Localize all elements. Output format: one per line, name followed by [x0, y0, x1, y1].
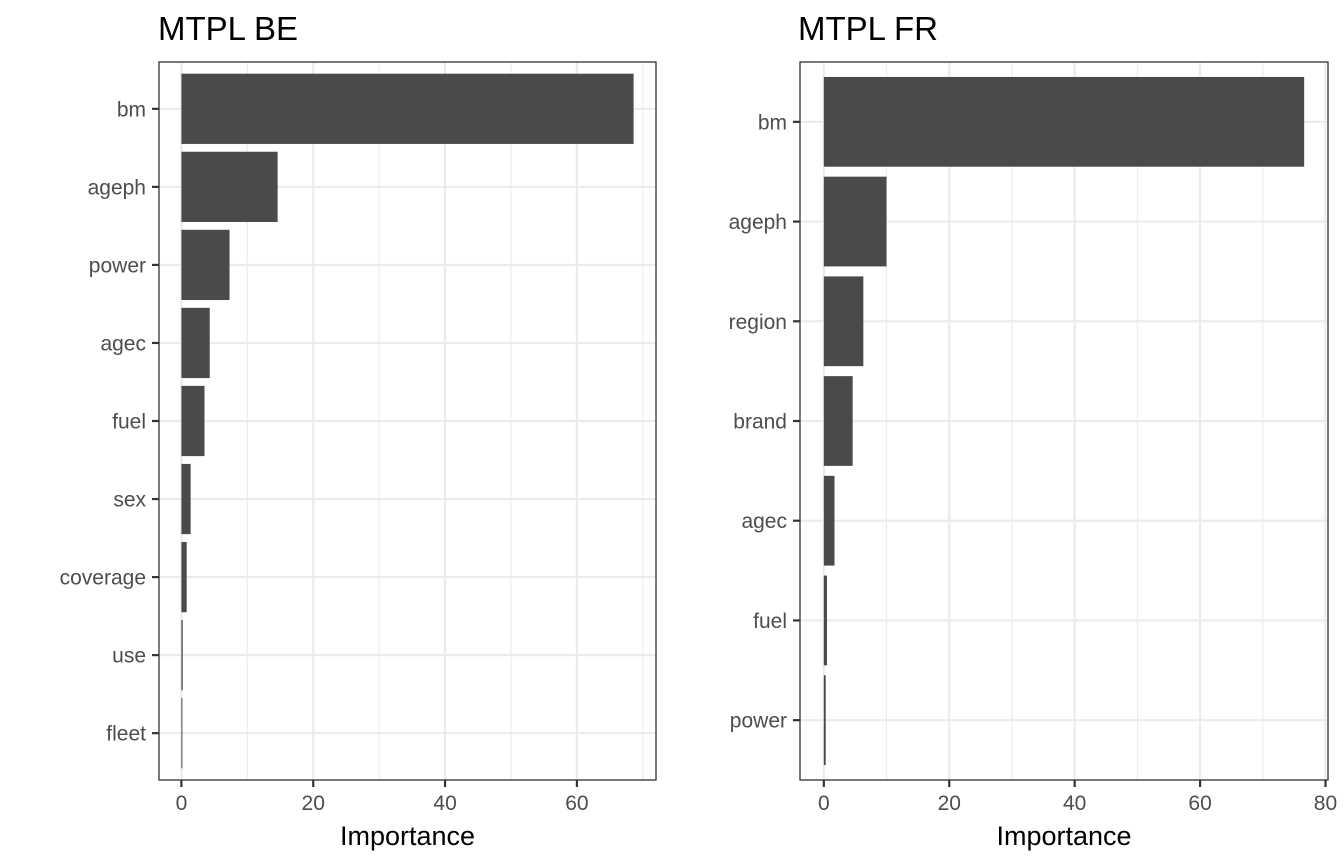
grid-lines — [800, 62, 1328, 780]
y-tick-label: power — [730, 710, 787, 733]
y-tick-label: fuel — [112, 411, 146, 434]
bar-region — [823, 276, 864, 367]
x-tick-label: 60 — [1188, 792, 1211, 815]
bar-coverage — [181, 541, 187, 613]
bar-fuel — [823, 575, 827, 666]
y-tick-label: fleet — [106, 723, 146, 746]
bar-power — [823, 675, 826, 766]
bar-power — [181, 229, 230, 301]
x-tick-label: 40 — [1063, 792, 1086, 815]
bar-agec — [823, 475, 835, 566]
bar-sex — [181, 463, 191, 535]
y-tick-label: brand — [733, 411, 787, 434]
y-tick-label: bm — [117, 98, 146, 121]
bar-use — [181, 620, 183, 691]
bars — [823, 76, 1305, 766]
y-tick-label: coverage — [60, 567, 146, 590]
bar-bm — [823, 76, 1305, 167]
y-tick-label: bm — [758, 111, 787, 134]
x-axis: 0 20 40 60 80 — [818, 780, 1337, 815]
y-tick-label: sex — [113, 489, 146, 512]
x-axis-title: Importance — [340, 821, 475, 851]
bar-agec — [181, 307, 210, 379]
y-tick-label: power — [89, 254, 146, 277]
y-axis: bm ageph region brand agec fuel power — [729, 111, 800, 733]
panel-title: MTPL FR — [798, 10, 938, 47]
x-tick-label: 40 — [433, 792, 456, 815]
panel-mtpl-be: MTPL BE bm ageph power agec fuel sex coverage u… — [60, 10, 657, 851]
y-tick-label: ageph — [729, 211, 787, 234]
x-axis-title: Importance — [996, 821, 1131, 851]
y-tick-label: fuel — [753, 610, 787, 633]
panel-title: MTPL BE — [158, 10, 298, 47]
bar-brand — [823, 376, 853, 466]
bar-fleet — [181, 698, 183, 769]
y-axis: bm ageph power agec fuel sex coverage use fleet — [60, 98, 159, 746]
y-tick-label: agec — [100, 332, 146, 355]
y-tick-label: ageph — [88, 176, 146, 199]
x-tick-label: 0 — [818, 792, 830, 815]
bars — [181, 73, 634, 769]
y-tick-label: agec — [741, 510, 787, 533]
x-tick-label: 20 — [302, 792, 325, 815]
x-tick-label: 60 — [565, 792, 588, 815]
y-tick-label: use — [112, 645, 146, 668]
x-tick-label: 0 — [176, 792, 188, 815]
y-tick-label: region — [729, 311, 787, 334]
bar-ageph — [823, 176, 887, 267]
x-tick-label: 80 — [1314, 792, 1337, 815]
x-tick-label: 20 — [938, 792, 961, 815]
x-axis: 0 20 40 60 — [176, 780, 589, 815]
panel-mtpl-fr: MTPL FR bmagephregionbrandagecfuelpower … — [729, 10, 1338, 851]
bar-bm — [181, 73, 634, 144]
bar-ageph — [181, 151, 278, 222]
bar-fuel — [181, 385, 205, 457]
